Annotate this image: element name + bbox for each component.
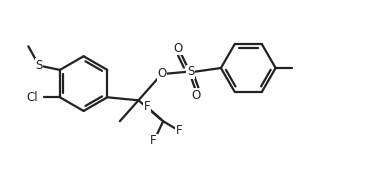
Text: F: F [150,135,157,147]
Text: F: F [176,124,182,137]
Text: O: O [192,89,201,102]
Text: O: O [174,42,183,55]
Text: S: S [35,59,43,72]
Text: Cl: Cl [27,91,38,104]
Text: S: S [187,65,194,78]
Text: F: F [144,100,150,113]
Text: O: O [157,67,167,80]
